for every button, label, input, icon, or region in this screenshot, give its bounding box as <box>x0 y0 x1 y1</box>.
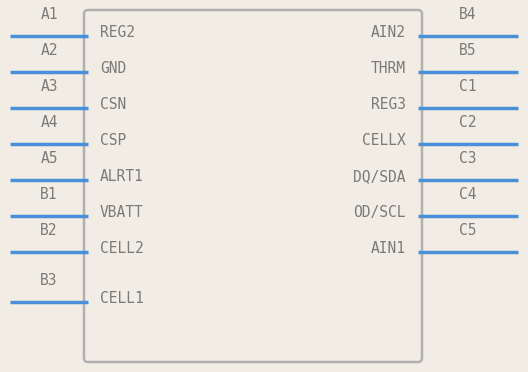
Text: B4: B4 <box>459 7 477 22</box>
Text: A3: A3 <box>40 79 58 94</box>
Text: CSN: CSN <box>100 97 126 112</box>
Text: DQ/SDA: DQ/SDA <box>354 169 406 184</box>
Text: B2: B2 <box>40 223 58 238</box>
Text: AIN1: AIN1 <box>371 241 406 256</box>
FancyBboxPatch shape <box>84 10 422 362</box>
Text: CSP: CSP <box>100 133 126 148</box>
Text: CELL2: CELL2 <box>100 241 144 256</box>
Text: GND: GND <box>100 61 126 76</box>
Text: C1: C1 <box>459 79 477 94</box>
Text: CELL1: CELL1 <box>100 291 144 306</box>
Text: VBATT: VBATT <box>100 205 144 220</box>
Text: C3: C3 <box>459 151 477 166</box>
Text: CELLX: CELLX <box>362 133 406 148</box>
Text: A5: A5 <box>40 151 58 166</box>
Text: C4: C4 <box>459 187 477 202</box>
Text: A4: A4 <box>40 115 58 130</box>
Text: A2: A2 <box>40 43 58 58</box>
Text: B1: B1 <box>40 187 58 202</box>
Text: B5: B5 <box>459 43 477 58</box>
Text: REG3: REG3 <box>371 97 406 112</box>
Text: B3: B3 <box>40 273 58 288</box>
Text: C2: C2 <box>459 115 477 130</box>
Text: C5: C5 <box>459 223 477 238</box>
Text: AIN2: AIN2 <box>371 25 406 40</box>
Text: OD/SCL: OD/SCL <box>354 205 406 220</box>
Text: A1: A1 <box>40 7 58 22</box>
Text: ALRT1: ALRT1 <box>100 169 144 184</box>
Text: THRM: THRM <box>371 61 406 76</box>
Text: REG2: REG2 <box>100 25 135 40</box>
